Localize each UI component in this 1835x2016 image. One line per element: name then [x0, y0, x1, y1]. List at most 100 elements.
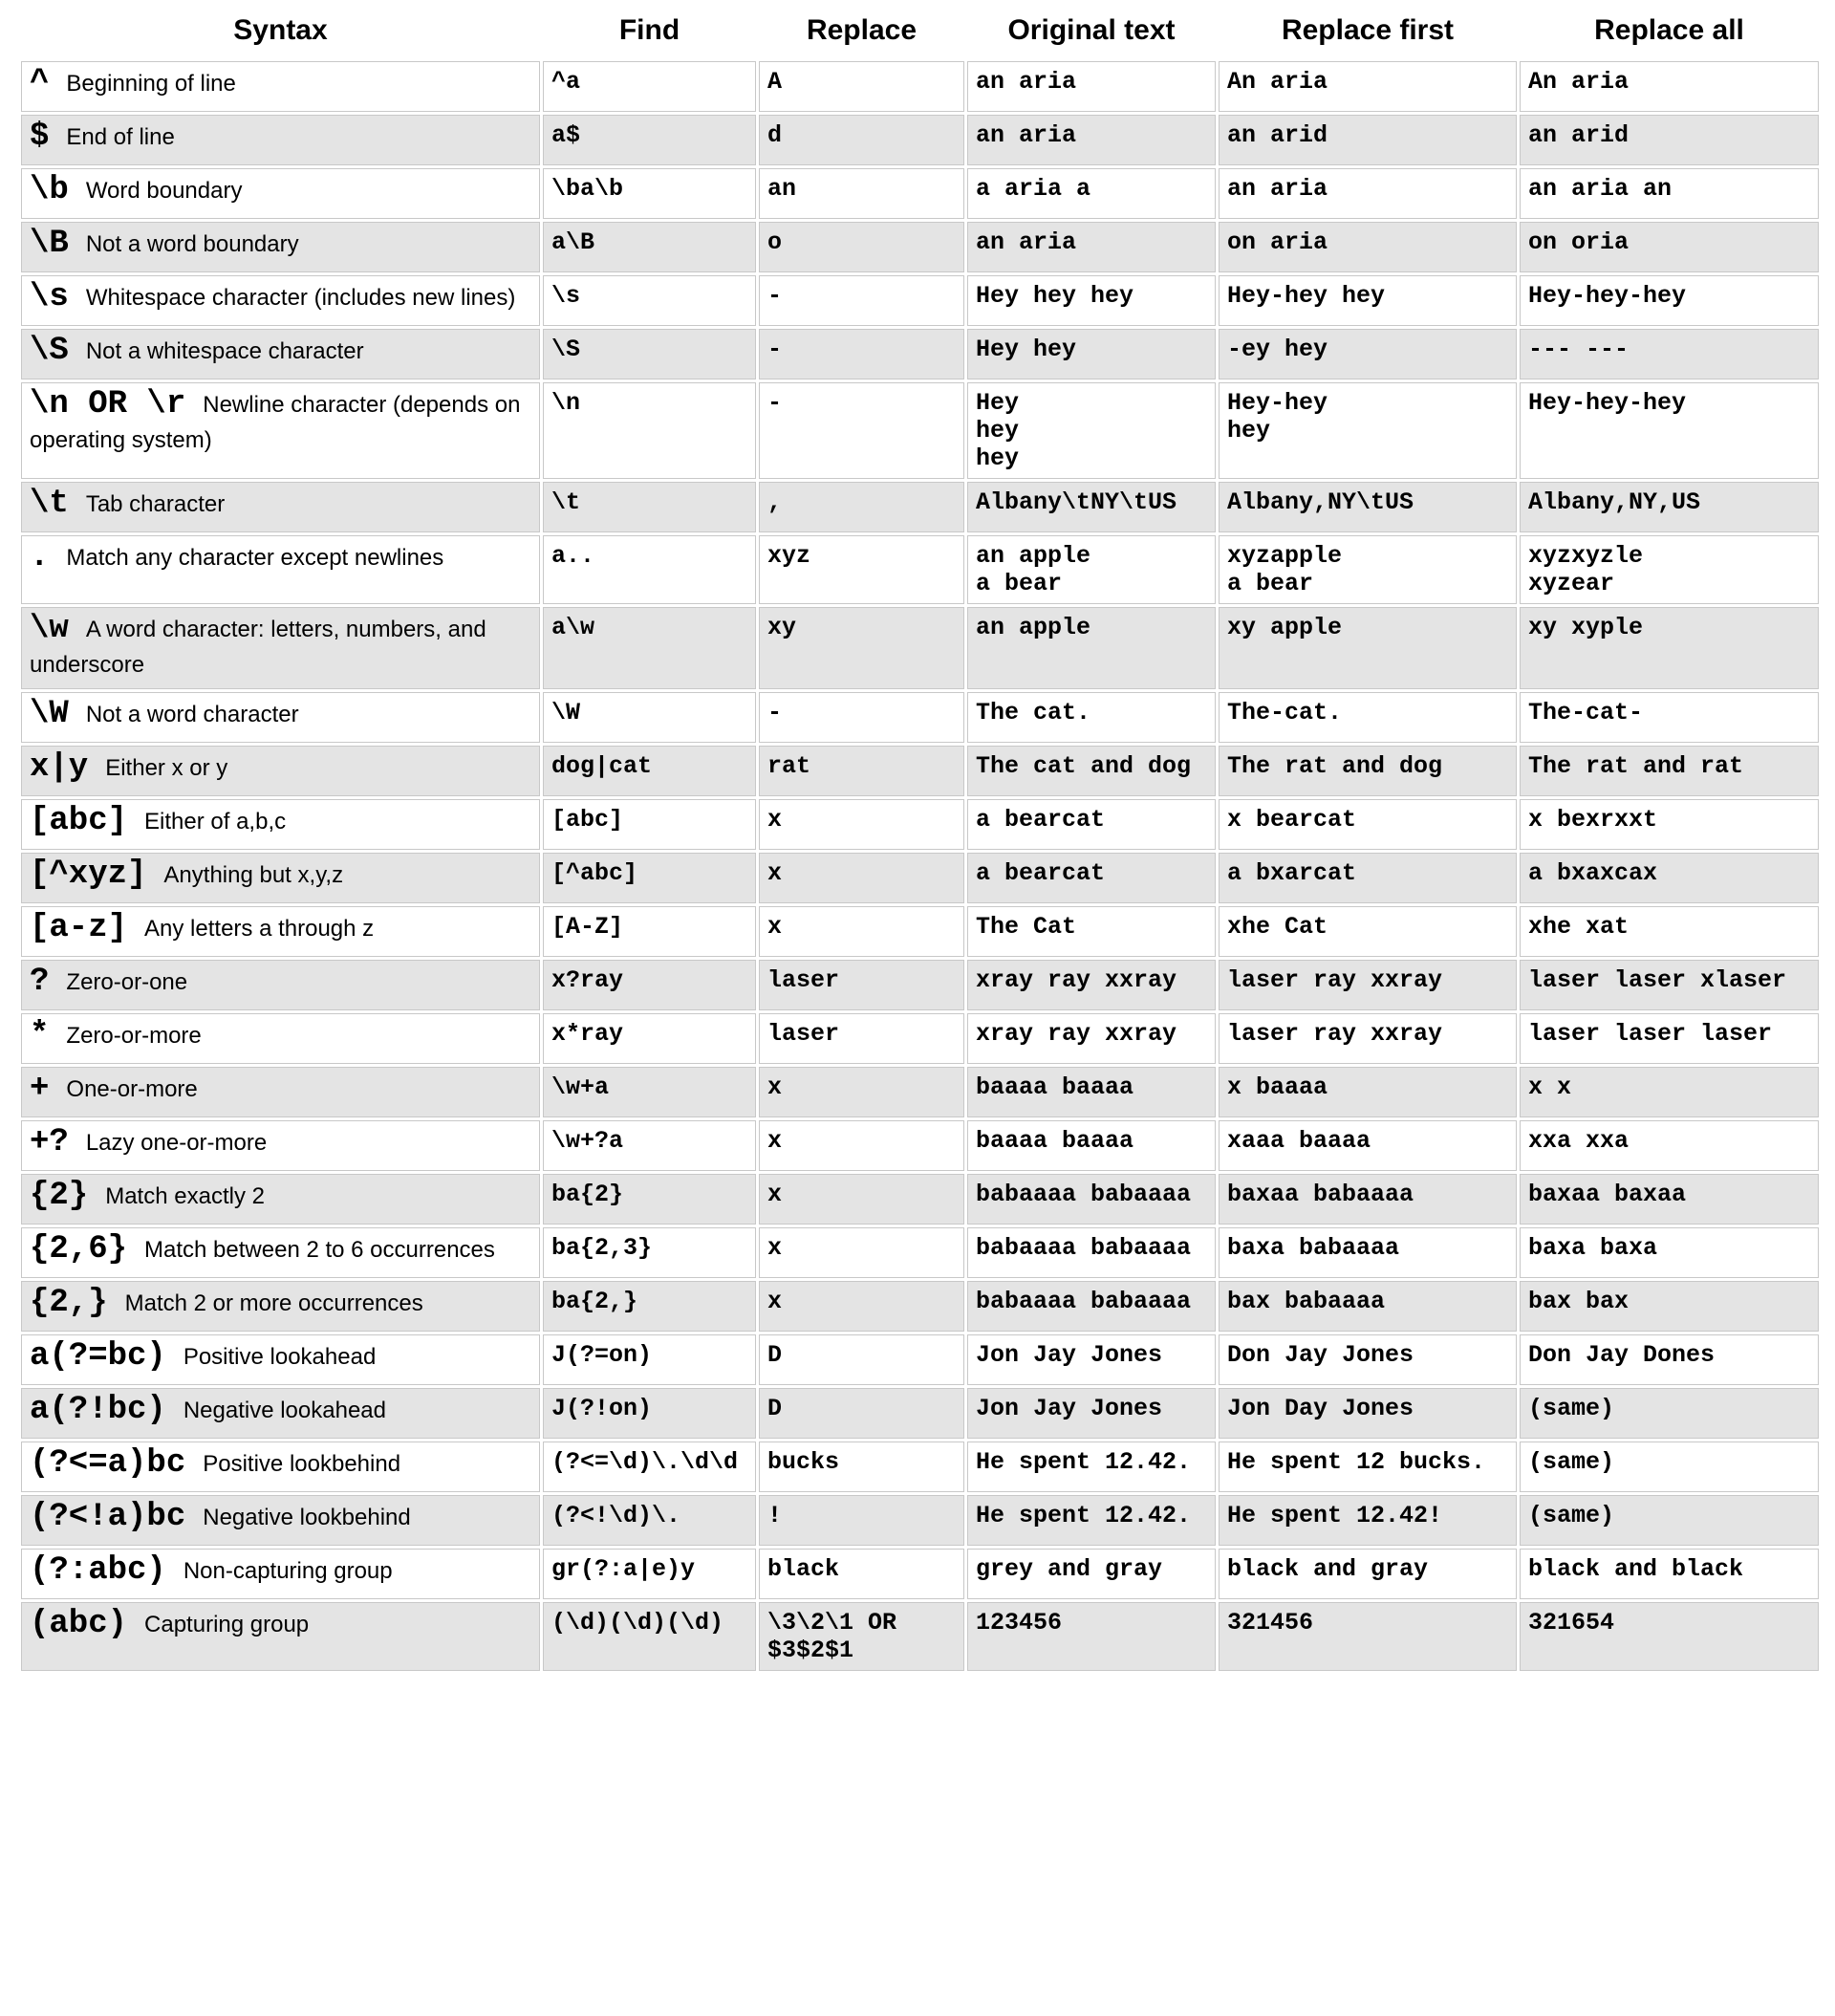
- replace-first-cell: an arid: [1219, 115, 1517, 165]
- syntax-description: Negative lookahead: [183, 1398, 386, 1423]
- original-cell: Albany\tNY\tUS: [967, 482, 1216, 532]
- syntax-code: *: [30, 1017, 50, 1053]
- syntax-code: [^xyz]: [30, 856, 147, 893]
- syntax-cell: (?<!a)bc Negative lookbehind: [21, 1495, 540, 1546]
- replace-first-cell: xaaa baaaa: [1219, 1120, 1517, 1171]
- replace-all-cell: (same): [1520, 1442, 1819, 1492]
- replace-first-cell: -ey hey: [1219, 329, 1517, 379]
- syntax-code: \W: [30, 696, 69, 732]
- original-cell: a bearcat: [967, 799, 1216, 850]
- syntax-cell: x|y Either x or y: [21, 746, 540, 796]
- syntax-cell: [^xyz] Anything but x,y,z: [21, 853, 540, 903]
- replace-all-cell: xhe xat: [1520, 906, 1819, 957]
- original-cell: Hey hey hey: [967, 275, 1216, 326]
- table-row: (abc) Capturing group (\d)(\d)(\d) \3\2\1 O…: [21, 1602, 1819, 1671]
- syntax-description: Any letters a through z: [144, 916, 375, 942]
- original-cell: The cat.: [967, 692, 1216, 743]
- replace-cell: x: [759, 1120, 964, 1171]
- syntax-code: \S: [30, 333, 69, 369]
- original-cell: The cat and dog: [967, 746, 1216, 796]
- syntax-description: Anything but x,y,z: [163, 862, 344, 888]
- original-cell: He spent 12.42.: [967, 1442, 1216, 1492]
- syntax-code: \b: [30, 172, 69, 208]
- replace-all-cell: an aria an: [1520, 168, 1819, 219]
- syntax-description: Tab character: [85, 491, 226, 517]
- find-cell: ba{2}: [543, 1174, 756, 1225]
- replace-all-cell: Hey-hey-hey: [1520, 382, 1819, 479]
- table-row: a(?=bc) Positive lookahead J(?=on) D Jon Jay…: [21, 1334, 1819, 1385]
- table-row: $ End of line a$ d an aria an arid an arid: [21, 115, 1819, 165]
- replace-cell: an: [759, 168, 964, 219]
- replace-first-cell: xy apple: [1219, 607, 1517, 689]
- replace-first-cell: x baaaa: [1219, 1067, 1517, 1117]
- replace-all-cell: (same): [1520, 1495, 1819, 1546]
- replace-all-cell: laser laser laser: [1520, 1013, 1819, 1064]
- replace-cell: D: [759, 1334, 964, 1385]
- syntax-code: ?: [30, 964, 50, 1000]
- replace-first-cell: An aria: [1219, 61, 1517, 112]
- syntax-cell: $ End of line: [21, 115, 540, 165]
- table-row: \W Not a word character \W - The cat. The-cat…: [21, 692, 1819, 743]
- syntax-code: a(?!bc): [30, 1392, 166, 1428]
- replace-cell: !: [759, 1495, 964, 1546]
- table-row: [a-z] Any letters a through z [A-Z] x The Ca…: [21, 906, 1819, 957]
- replace-cell: x: [759, 906, 964, 957]
- find-cell: \w+a: [543, 1067, 756, 1117]
- syntax-cell: ? Zero-or-one: [21, 960, 540, 1010]
- replace-cell: xy: [759, 607, 964, 689]
- syntax-code: [a-z]: [30, 910, 128, 946]
- replace-cell: A: [759, 61, 964, 112]
- syntax-code: (abc): [30, 1606, 128, 1642]
- syntax-code: \w: [30, 611, 69, 647]
- syntax-code: +: [30, 1071, 50, 1107]
- replace-first-cell: xhe Cat: [1219, 906, 1517, 957]
- find-cell: ^a: [543, 61, 756, 112]
- syntax-code: {2}: [30, 1178, 89, 1214]
- original-cell: an aria: [967, 115, 1216, 165]
- table-row: \w A word character: letters, numbers, an…: [21, 607, 1819, 689]
- original-cell: baaaa baaaa: [967, 1120, 1216, 1171]
- syntax-cell: \s Whitespace character (includes new lin…: [21, 275, 540, 326]
- replace-first-cell: on aria: [1219, 222, 1517, 272]
- original-cell: grey and gray: [967, 1549, 1216, 1599]
- original-cell: Hey hey: [967, 329, 1216, 379]
- replace-all-cell: Albany,NY,US: [1520, 482, 1819, 532]
- original-cell: The Cat: [967, 906, 1216, 957]
- original-cell: an aria: [967, 61, 1216, 112]
- syntax-description: Newline character (depends on operating …: [30, 392, 521, 453]
- replace-all-cell: baxa baxa: [1520, 1227, 1819, 1278]
- replace-cell: ,: [759, 482, 964, 532]
- replace-all-cell: Don Jay Dones: [1520, 1334, 1819, 1385]
- syntax-description: Match between 2 to 6 occurrences: [144, 1237, 495, 1263]
- syntax-cell: (?<=a)bc Positive lookbehind: [21, 1442, 540, 1492]
- column-header: Replace: [806, 14, 918, 46]
- syntax-description: Match exactly 2: [105, 1183, 265, 1209]
- syntax-cell: \W Not a word character: [21, 692, 540, 743]
- find-cell: \n: [543, 382, 756, 479]
- replace-first-cell: Hey-hey hey: [1219, 275, 1517, 326]
- table-row: + One-or-more \w+a x baaaa baaaa x baaaa x x: [21, 1067, 1819, 1117]
- replace-cell: bucks: [759, 1442, 964, 1492]
- replace-first-cell: The-cat.: [1219, 692, 1517, 743]
- syntax-cell: \b Word boundary: [21, 168, 540, 219]
- replace-all-cell: 321654: [1520, 1602, 1819, 1671]
- syntax-code: x|y: [30, 749, 89, 786]
- table-row: \t Tab character \t, Albany\tNY\tUS Albany,N…: [21, 482, 1819, 532]
- replace-all-cell: laser laser xlaser: [1520, 960, 1819, 1010]
- column-header: Replace first: [1281, 14, 1455, 46]
- find-cell: \w+?a: [543, 1120, 756, 1171]
- syntax-description: A word character: letters, numbers, and …: [30, 617, 486, 678]
- syntax-code: (?<!a)bc: [30, 1499, 186, 1535]
- syntax-description: End of line: [66, 124, 175, 150]
- syntax-cell: a(?=bc) Positive lookahead: [21, 1334, 540, 1385]
- find-cell: \W: [543, 692, 756, 743]
- table-row: * Zero-or-more x*ray laser xray ray xxray las…: [21, 1013, 1819, 1064]
- original-cell: xray ray xxray: [967, 960, 1216, 1010]
- find-cell: (?<=\d)\.\d\d: [543, 1442, 756, 1492]
- replace-all-cell: The rat and rat: [1520, 746, 1819, 796]
- original-cell: 123456: [967, 1602, 1216, 1671]
- replace-first-cell: Don Jay Jones: [1219, 1334, 1517, 1385]
- replace-first-cell: The rat and dog: [1219, 746, 1517, 796]
